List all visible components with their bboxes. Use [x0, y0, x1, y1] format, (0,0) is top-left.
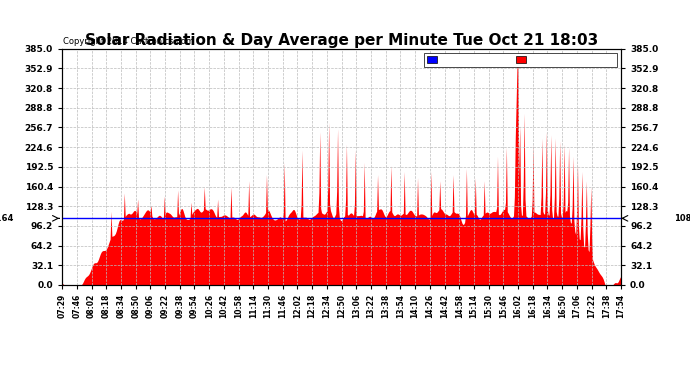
Title: Solar Radiation & Day Average per Minute Tue Oct 21 18:03: Solar Radiation & Day Average per Minute…	[85, 33, 598, 48]
Text: 108.64: 108.64	[673, 214, 690, 223]
Text: Copyright 2014 Cartronics.com: Copyright 2014 Cartronics.com	[63, 38, 194, 46]
Legend: Median (w/m2), Radiation (w/m2): Median (w/m2), Radiation (w/m2)	[424, 53, 617, 67]
Text: 108.64: 108.64	[0, 214, 14, 223]
